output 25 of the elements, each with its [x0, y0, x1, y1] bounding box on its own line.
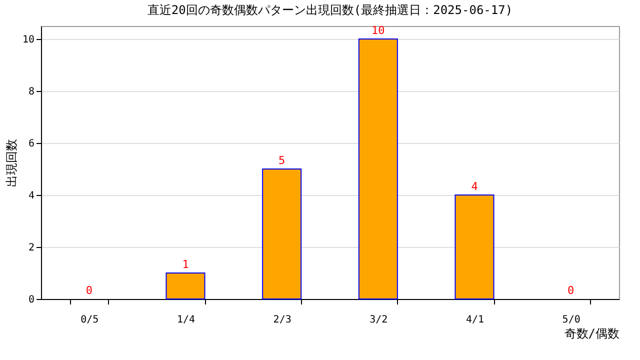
bar: [358, 38, 398, 300]
y-tick-label: 2: [28, 242, 34, 254]
bar: [262, 168, 302, 300]
x-tick-label: 2/3: [273, 314, 292, 326]
bar: [454, 194, 494, 300]
x-tick-label: 4/1: [466, 314, 484, 326]
x-tick-label: 3/2: [370, 314, 388, 326]
y-tick-label: 0: [28, 294, 34, 306]
y-tick-label: 6: [28, 138, 34, 150]
y-tick-label: 4: [28, 190, 34, 202]
data-label: 5: [278, 154, 286, 167]
bar: [166, 272, 206, 300]
data-label: 10: [372, 24, 385, 37]
data-label: 0: [568, 284, 574, 297]
x-tick-label: 1/4: [176, 314, 196, 326]
data-label: 0: [86, 284, 92, 297]
chart-title: 直近20回の奇数偶数パターン出現回数(最終抽選日：2025-06-17): [147, 3, 513, 17]
x-tick-label: 5/0: [562, 314, 580, 326]
y-axis-title: 出現回数: [4, 139, 18, 187]
data-label: 1: [182, 258, 189, 271]
x-axis-title: 奇数/偶数: [564, 326, 620, 340]
data-label: 4: [471, 180, 478, 193]
x-tick-label: 0/5: [80, 314, 99, 326]
y-tick-label: 8: [28, 86, 34, 98]
y-tick-label: 10: [22, 34, 34, 46]
